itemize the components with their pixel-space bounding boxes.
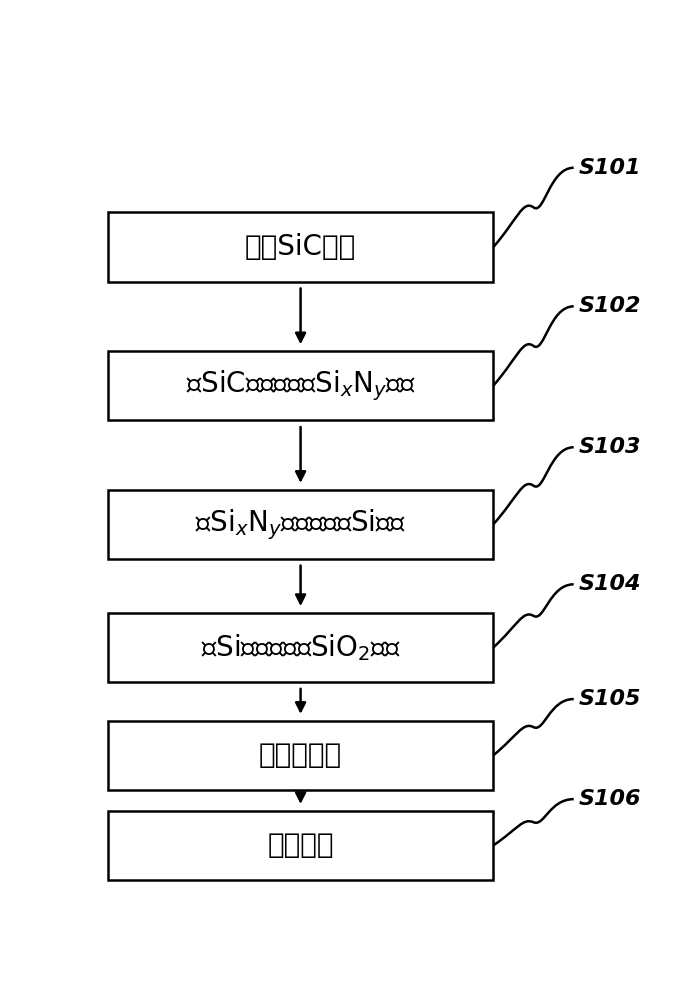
FancyBboxPatch shape bbox=[108, 613, 493, 682]
Text: S106: S106 bbox=[579, 789, 641, 809]
Text: 清洗SiC衬底: 清洗SiC衬底 bbox=[245, 233, 356, 261]
Text: S102: S102 bbox=[579, 296, 641, 316]
Text: 退火并冷却: 退火并冷却 bbox=[259, 741, 342, 769]
Text: S104: S104 bbox=[579, 574, 641, 594]
FancyBboxPatch shape bbox=[108, 721, 493, 790]
FancyBboxPatch shape bbox=[108, 351, 493, 420]
FancyBboxPatch shape bbox=[108, 490, 493, 559]
FancyBboxPatch shape bbox=[108, 811, 493, 880]
Text: S103: S103 bbox=[579, 437, 641, 457]
Text: S105: S105 bbox=[579, 689, 641, 709]
FancyBboxPatch shape bbox=[108, 212, 493, 282]
Text: 将Si薄膜氧化为SiO$_{2}$薄膜: 将Si薄膜氧化为SiO$_{2}$薄膜 bbox=[200, 632, 401, 663]
Text: 在SiC衬底上生长Si$_{x}$N$_{y}$薄膜: 在SiC衬底上生长Si$_{x}$N$_{y}$薄膜 bbox=[186, 368, 415, 403]
Text: 蒸镀电极: 蒸镀电极 bbox=[267, 831, 334, 859]
Text: 在Si$_{x}$N$_{y}$薄膜上生长Si薄膜: 在Si$_{x}$N$_{y}$薄膜上生长Si薄膜 bbox=[196, 507, 406, 542]
Text: S101: S101 bbox=[579, 158, 641, 178]
